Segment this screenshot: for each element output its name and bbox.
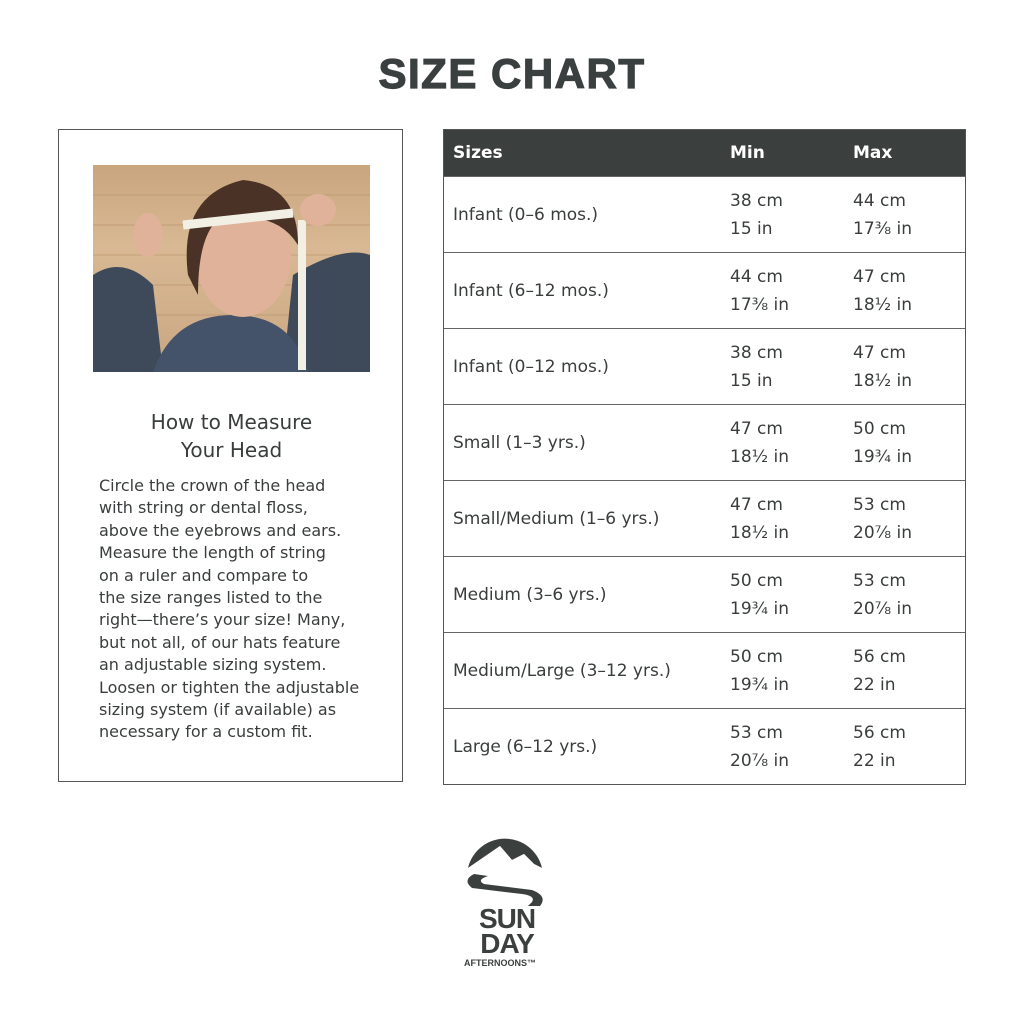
measure-instructions: Circle the crown of the head with string… — [99, 475, 389, 744]
max-cell: 44 cm 17⅜ in — [853, 187, 965, 243]
instruction-line: with string or dental floss, — [99, 498, 308, 518]
header-sizes: Sizes — [453, 143, 503, 163]
max-cell: 47 cm 18½ in — [853, 339, 965, 395]
size-cell: Infant (6–12 mos.) — [453, 280, 609, 301]
max-in: 18½ in — [853, 294, 913, 315]
instruction-line: on a ruler and compare to — [99, 565, 309, 585]
instruction-line: Loosen or tighten the adjustable — [99, 677, 360, 697]
max-cm: 47 cm — [853, 266, 906, 287]
size-cell: Infant (0–6 mos.) — [453, 204, 599, 225]
max-in: 22 in — [853, 674, 896, 695]
min-cm: 47 cm — [730, 494, 783, 515]
instruction-line: an adjustable sizing system. — [99, 655, 327, 675]
table-row: Infant (6–12 mos.) 44 cm 17⅜ in 47 cm 18… — [444, 252, 965, 328]
min-cm: 44 cm — [730, 266, 783, 287]
min-in: 17⅜ in — [730, 294, 790, 315]
sunday-afternoons-logo: SUN DAY AFTERNOONS™ — [462, 824, 562, 970]
min-cm: 38 cm — [730, 342, 783, 363]
min-cell: 38 cm 15 in — [730, 187, 853, 243]
min-cell: 50 cm 19¾ in — [730, 567, 853, 623]
instruction-line: necessary for a custom fit. — [99, 722, 313, 742]
table-row: Infant (0–6 mos.) 38 cm 15 in 44 cm 17⅜ … — [444, 176, 965, 252]
max-cm: 56 cm — [853, 722, 906, 743]
heading-line: Your Head — [180, 438, 283, 462]
max-in: 17⅜ in — [853, 218, 913, 239]
max-cell: 56 cm 22 in — [853, 719, 965, 775]
heading-line: How to Measure — [150, 410, 313, 434]
min-in: 15 in — [730, 218, 773, 239]
logo-day: DAY — [480, 928, 535, 959]
min-cell: 38 cm 15 in — [730, 339, 853, 395]
max-cm: 44 cm — [853, 190, 906, 211]
min-cell: 53 cm 20⅞ in — [730, 719, 853, 775]
min-cell: 50 cm 19¾ in — [730, 643, 853, 699]
max-cm: 53 cm — [853, 494, 906, 515]
max-cell: 50 cm 19¾ in — [853, 415, 965, 471]
max-cell: 53 cm 20⅞ in — [853, 491, 965, 547]
table-row: Small (1–3 yrs.) 47 cm 18½ in 50 cm 19¾ … — [444, 404, 965, 480]
header-max: Max — [853, 143, 893, 163]
min-cell: 44 cm 17⅜ in — [730, 263, 853, 319]
max-cm: 56 cm — [853, 646, 906, 667]
measuring-head-photo — [93, 165, 370, 372]
table-header: Sizes Min Max — [444, 130, 965, 176]
size-table: Sizes Min Max Infant (0–6 mos.) 38 cm 15… — [443, 129, 966, 785]
min-in: 15 in — [730, 370, 773, 391]
instruction-line: Circle the crown of the head — [99, 476, 326, 495]
how-to-measure-heading: How to Measure Your Head — [59, 408, 404, 464]
max-in: 18½ in — [853, 370, 913, 391]
size-cell: Infant (0–12 mos.) — [453, 356, 609, 377]
max-cm: 53 cm — [853, 570, 906, 591]
header-min: Min — [730, 143, 765, 163]
instruction-line: Measure the length of string — [99, 543, 326, 563]
min-cm: 47 cm — [730, 418, 783, 439]
instruction-line: sizing system (if available) as — [99, 700, 337, 720]
size-cell: Medium/Large (3–12 yrs.) — [453, 660, 671, 681]
table-row: Infant (0–12 mos.) 38 cm 15 in 47 cm 18½… — [444, 328, 965, 404]
min-in: 20⅞ in — [730, 750, 790, 771]
max-cm: 47 cm — [853, 342, 906, 363]
max-in: 20⅞ in — [853, 522, 913, 543]
max-in: 19¾ in — [853, 446, 913, 467]
min-cm: 53 cm — [730, 722, 783, 743]
max-cell: 47 cm 18½ in — [853, 263, 965, 319]
logo-afternoons: AFTERNOONS™ — [464, 958, 536, 968]
min-cell: 47 cm 18½ in — [730, 415, 853, 471]
instruction-line: right—there’s your size! Many, — [99, 610, 346, 630]
instruction-line: the size ranges listed to the — [99, 588, 323, 608]
size-cell: Small/Medium (1–6 yrs.) — [453, 508, 660, 529]
size-cell: Medium (3–6 yrs.) — [453, 584, 607, 605]
min-cm: 50 cm — [730, 646, 783, 667]
max-in: 20⅞ in — [853, 598, 913, 619]
size-cell: Large (6–12 yrs.) — [453, 736, 598, 757]
min-in: 19¾ in — [730, 598, 790, 619]
max-cell: 56 cm 22 in — [853, 643, 965, 699]
max-in: 22 in — [853, 750, 896, 771]
measure-guide-panel: How to Measure Your Head Circle the crow… — [58, 129, 403, 782]
size-cell: Small (1–3 yrs.) — [453, 432, 586, 453]
max-cm: 50 cm — [853, 418, 906, 439]
min-in: 19¾ in — [730, 674, 790, 695]
min-in: 18½ in — [730, 522, 790, 543]
instruction-line: but not all, of our hats feature — [99, 632, 341, 652]
min-cm: 38 cm — [730, 190, 783, 211]
table-row: Medium (3–6 yrs.) 50 cm 19¾ in 53 cm 20⅞… — [444, 556, 965, 632]
table-row: Small/Medium (1–6 yrs.) 47 cm 18½ in 53 … — [444, 480, 965, 556]
instruction-line: above the eyebrows and ears. — [99, 520, 342, 540]
page-title: SIZE CHART — [378, 49, 646, 97]
min-cell: 47 cm 18½ in — [730, 491, 853, 547]
min-cm: 50 cm — [730, 570, 783, 591]
table-row: Large (6–12 yrs.) 53 cm 20⅞ in 56 cm 22 … — [444, 708, 965, 784]
logo-sun: SUN — [479, 903, 535, 934]
max-cell: 53 cm 20⅞ in — [853, 567, 965, 623]
min-in: 18½ in — [730, 446, 790, 467]
table-row: Medium/Large (3–12 yrs.) 50 cm 19¾ in 56… — [444, 632, 965, 708]
